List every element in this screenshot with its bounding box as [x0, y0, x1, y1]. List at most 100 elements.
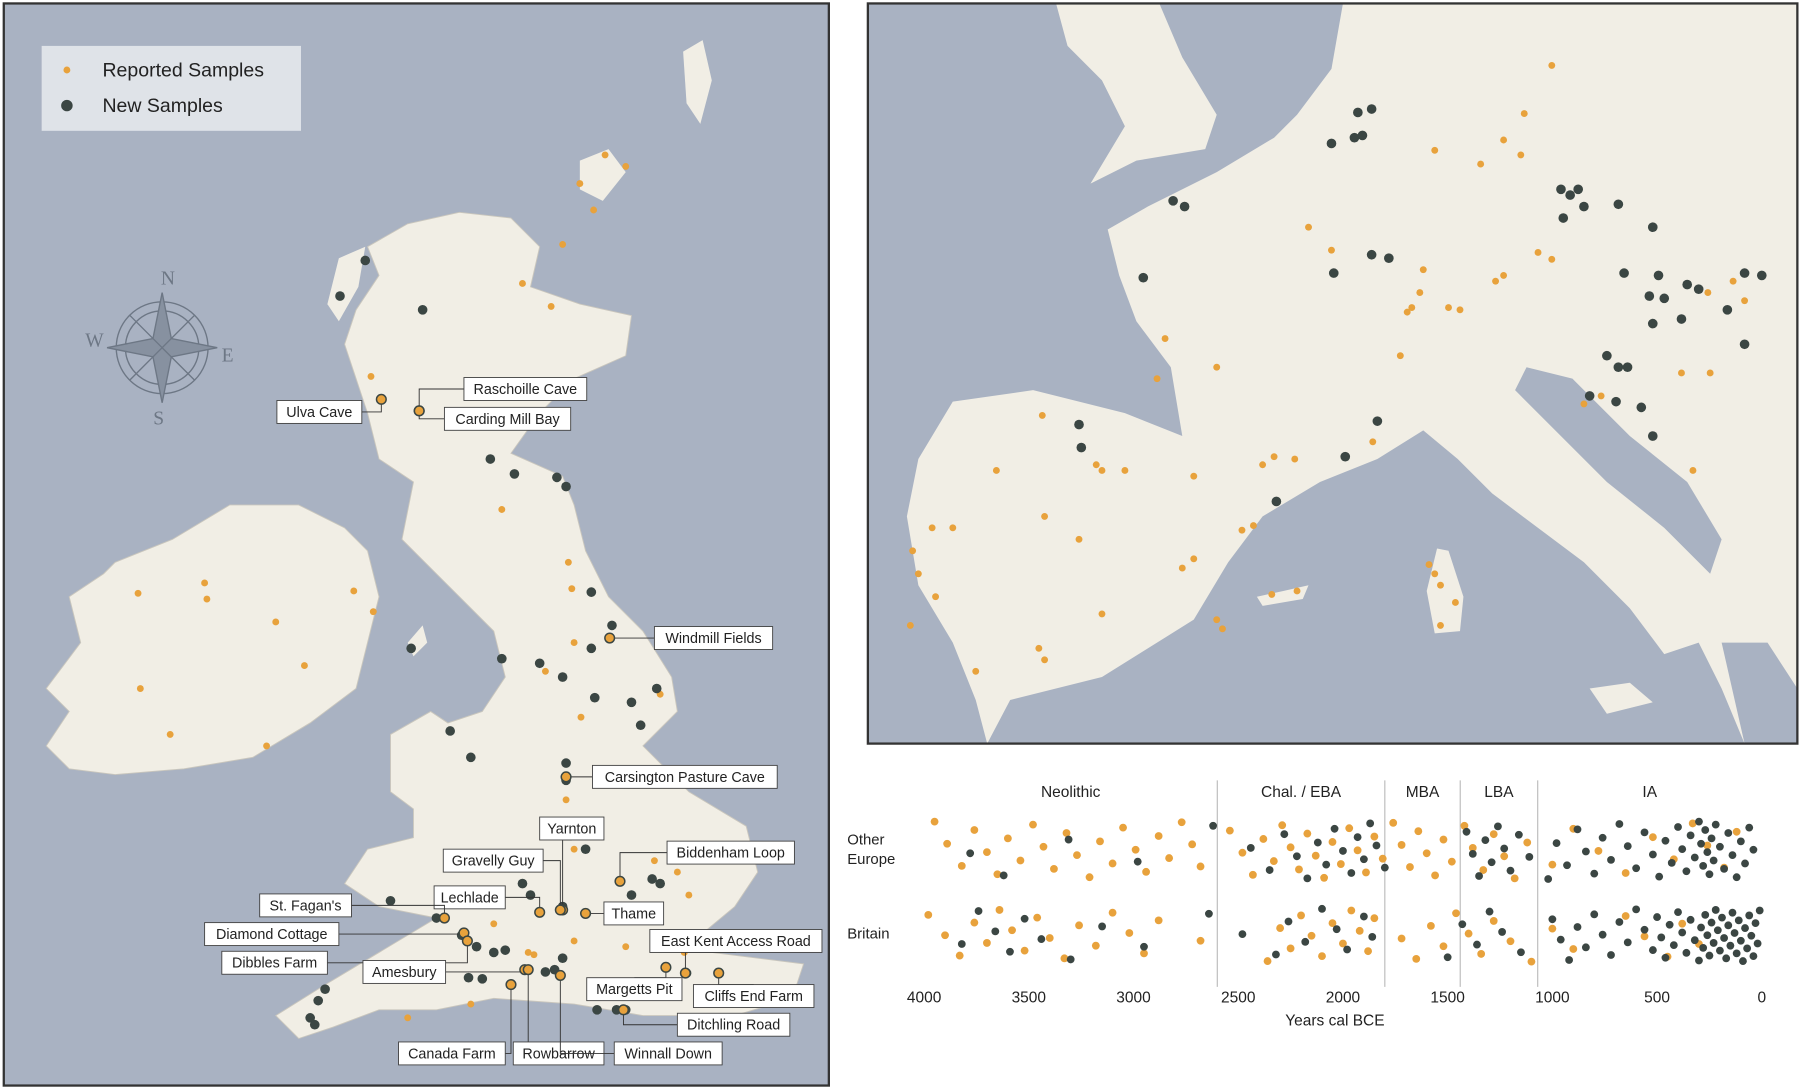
- new-point: [1686, 831, 1695, 840]
- reported-sample: [1416, 289, 1424, 297]
- new-sample: [607, 620, 617, 631]
- new-sample: [309, 1019, 320, 1030]
- new-point: [1701, 910, 1710, 919]
- new-sample: [1340, 451, 1351, 462]
- new-sample: [406, 643, 416, 654]
- reported-sample: [1431, 570, 1439, 578]
- new-sample: [557, 953, 568, 964]
- reported-sample: [622, 162, 630, 170]
- new-point: [1711, 820, 1720, 829]
- new-point: [1366, 819, 1375, 828]
- reported-point: [1548, 924, 1557, 933]
- site-label: St. Fagan's: [270, 898, 342, 914]
- new-sample: [1756, 270, 1767, 281]
- new-point: [1372, 841, 1381, 850]
- reported-point: [1678, 919, 1687, 928]
- new-point: [1506, 866, 1515, 875]
- new-point: [1640, 828, 1649, 837]
- reported-sample: [577, 713, 585, 721]
- site-dot: [461, 935, 473, 947]
- new-sample: [1653, 270, 1664, 281]
- new-point: [1284, 917, 1293, 926]
- reported-point: [1328, 919, 1337, 928]
- site-label: Cliffs End Farm: [704, 989, 802, 1005]
- row-label: Britain: [847, 924, 890, 943]
- new-point: [1359, 912, 1368, 921]
- reported-point: [1414, 827, 1423, 836]
- new-point: [1556, 935, 1565, 944]
- mediterranean: [987, 430, 1745, 744]
- sicily: [1589, 682, 1653, 714]
- reported-point: [970, 826, 979, 834]
- reported-sample: [1492, 277, 1500, 285]
- reported-sample: [1689, 467, 1697, 474]
- row-label-box: Other Europe: [847, 831, 895, 868]
- reported-sample: [932, 593, 940, 601]
- new-sample: [635, 720, 646, 731]
- reported-sample: [1121, 467, 1129, 474]
- site-box: [613, 1041, 723, 1066]
- reported-point: [1108, 859, 1117, 868]
- map-frame: [2, 2, 831, 1087]
- new-sample: [488, 947, 499, 958]
- new-point: [1648, 850, 1657, 859]
- new-point: [1724, 921, 1733, 930]
- new-point: [1265, 866, 1274, 874]
- reported-point: [995, 906, 1004, 914]
- new-point: [1730, 929, 1739, 937]
- new-sample: [463, 972, 474, 983]
- new-point: [1661, 953, 1670, 962]
- compass-w: W: [85, 330, 104, 351]
- reported-sample: [1580, 400, 1588, 408]
- site-box: [433, 885, 506, 910]
- site-label: Lechlade: [441, 890, 499, 906]
- reported-sample: [1238, 526, 1246, 534]
- leader-line: [418, 388, 464, 411]
- legend-swatch: [63, 66, 71, 74]
- reported-sample: [547, 302, 555, 310]
- new-point: [1475, 872, 1483, 880]
- reported-point: [1370, 832, 1379, 841]
- new-sample: [517, 878, 528, 889]
- new-sample: [385, 895, 396, 906]
- x-tick-label: 3000: [1116, 989, 1150, 1006]
- reported-sample: [914, 570, 922, 578]
- new-sample: [509, 469, 520, 479]
- reported-point: [1364, 947, 1372, 956]
- site-label: Carding Mill Bay: [455, 412, 560, 428]
- new-point: [1753, 939, 1762, 948]
- x-tick-label: 4000: [907, 989, 941, 1006]
- reported-sample: [1729, 277, 1737, 285]
- x-tick-label: 0: [1757, 989, 1766, 1006]
- new-sample: [496, 653, 507, 664]
- reported-sample: [906, 621, 914, 629]
- reported-sample: [570, 845, 578, 853]
- legend-box: [41, 45, 301, 131]
- new-point: [1581, 847, 1590, 856]
- reported-point: [1621, 912, 1630, 920]
- leader-line: [619, 852, 668, 882]
- site-box: [442, 848, 544, 873]
- map-frame: [866, 2, 1799, 745]
- new-point: [1064, 835, 1073, 844]
- reported-point: [1732, 827, 1741, 836]
- reported-sample: [1213, 363, 1221, 371]
- new-point: [1718, 913, 1726, 922]
- new-point: [991, 927, 1000, 936]
- new-sample: [1384, 253, 1394, 264]
- new-sample: [586, 587, 597, 597]
- reported-point: [1188, 840, 1197, 849]
- reported-sample: [498, 506, 506, 513]
- new-sample: [1138, 272, 1149, 283]
- new-point: [1755, 906, 1764, 915]
- period-label: IA: [1642, 784, 1657, 801]
- site-label: Gravelly Guy: [452, 854, 536, 870]
- reported-sample: [300, 662, 308, 670]
- new-sample: [651, 683, 662, 694]
- reported-sample: [166, 730, 174, 738]
- reported-sample: [1259, 461, 1267, 469]
- reported-point: [1621, 869, 1630, 877]
- reported-point: [1008, 926, 1016, 935]
- compass-letters: N E S W: [85, 268, 233, 429]
